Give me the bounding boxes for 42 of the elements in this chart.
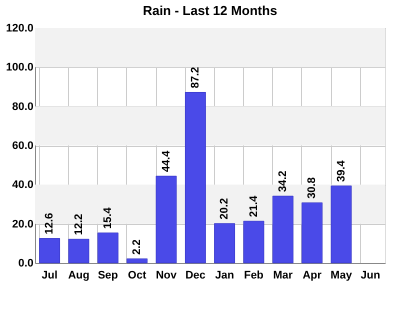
x-tick-label: Feb <box>244 270 264 282</box>
x-tick-label: Sep <box>98 270 118 282</box>
bar <box>330 186 352 264</box>
x-tick-label: Apr <box>302 270 322 282</box>
bar <box>126 258 148 264</box>
data-label: 44.4 <box>160 150 172 172</box>
data-label: 39.4 <box>335 160 348 182</box>
x-tick-label: Aug <box>68 270 90 282</box>
bar <box>272 196 294 264</box>
y-tick-label: 40.0 <box>12 179 34 192</box>
data-label: 12.2 <box>72 214 85 236</box>
x-tick-label: Jan <box>215 270 234 282</box>
bar <box>39 238 60 264</box>
y-tick-label: 100.0 <box>6 62 34 74</box>
y-tick-label: 60.0 <box>12 140 34 152</box>
bar <box>184 92 206 264</box>
x-tick-label: Dec <box>185 270 206 282</box>
x-tick-label: Jul <box>42 270 58 282</box>
y-tick-label: 80.0 <box>12 100 34 113</box>
data-label: 12.6 <box>44 212 56 234</box>
data-label: 30.8 <box>306 177 318 199</box>
y-tick-label: 20.0 <box>12 218 34 230</box>
bar <box>156 176 177 264</box>
data-label: 2.2 <box>131 239 144 255</box>
x-tick-label: May <box>330 270 353 282</box>
data-label: 87.2 <box>189 66 202 88</box>
bar <box>302 202 323 264</box>
bar <box>68 238 90 264</box>
data-label: 34.2 <box>276 170 289 192</box>
bar <box>214 223 236 264</box>
bar <box>243 220 264 264</box>
x-tick-label: Oct <box>128 270 147 282</box>
y-tick-label: 0.0 <box>18 258 34 270</box>
x-tick-label: Mar <box>273 270 294 282</box>
x-tick-label: Nov <box>156 270 178 282</box>
data-label: 20.2 <box>218 198 231 220</box>
chart-title: Rain - Last 12 Months <box>142 3 278 18</box>
x-tick-label: Jun <box>360 270 380 282</box>
y-tick-label: 120.0 <box>6 22 34 34</box>
data-label: 15.4 <box>102 206 114 229</box>
data-label: 21.4 <box>248 194 260 218</box>
bar <box>97 232 118 264</box>
